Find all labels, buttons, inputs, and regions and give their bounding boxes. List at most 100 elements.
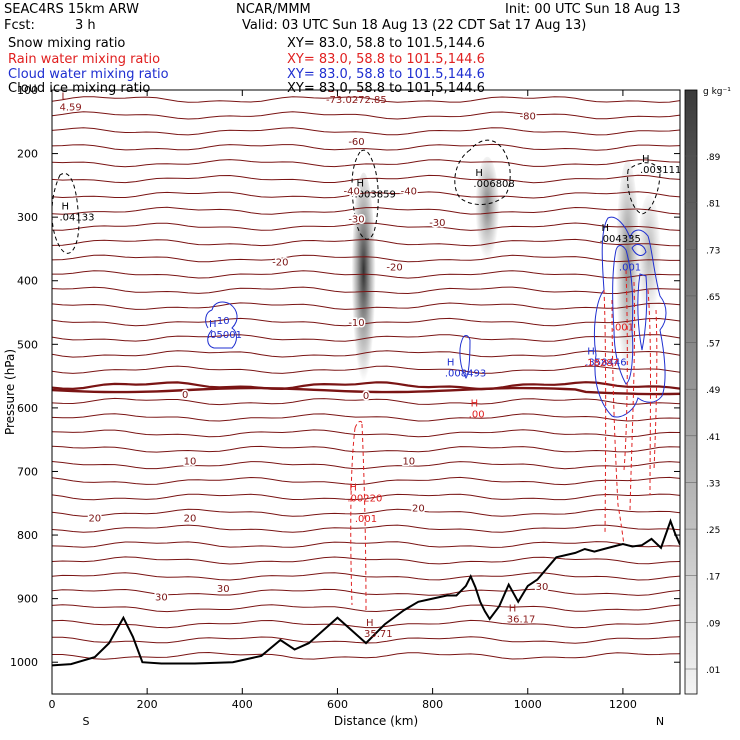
y-axis-label: Pressure (hPa)	[3, 349, 17, 435]
extremum-letter: H	[587, 346, 595, 357]
isotherm-line	[52, 159, 680, 168]
header: SEAC4RS 15km ARW NCAR/MMM Init: 00 UTC S…	[4, 2, 680, 96]
isotherm-label: -60	[348, 137, 364, 148]
isotherm-line	[52, 317, 680, 327]
colorbar-scale	[684, 89, 698, 695]
plot-content: L4.59L-73.02L-72.85H.003859H.04133H.0068…	[52, 84, 681, 667]
colorbar-label: .65	[706, 293, 720, 303]
isotherm-line	[52, 397, 680, 406]
isotherm-line	[52, 524, 680, 533]
org-label: NCAR/MMM	[236, 2, 311, 17]
isotherm-line	[52, 111, 680, 120]
isotherm-line	[52, 286, 680, 295]
colorbar-label: .41	[706, 433, 720, 443]
extremum-letter: H	[62, 202, 70, 213]
fcst-label: Fcst:	[4, 18, 35, 33]
model-title: SEAC4RS 15km ARW	[4, 2, 139, 17]
field-name-snow: Snow mixing ratio	[8, 36, 125, 51]
colorbar-label: .57	[706, 340, 720, 350]
terrain-line	[52, 518, 680, 667]
isotherm-line	[52, 604, 680, 613]
colorbar-label: .81	[706, 200, 720, 210]
isotherm-label: -30	[348, 214, 364, 225]
isotherm-label: 0	[363, 391, 369, 402]
x-end-label-left: S	[83, 715, 90, 728]
extremum-value: .04133	[60, 213, 95, 224]
extremum-letter: H	[642, 154, 650, 165]
isotherm-line	[52, 350, 680, 358]
extremum-value: .003859	[354, 190, 395, 201]
extremum-value: .00	[469, 410, 485, 421]
isotherm-line	[52, 461, 680, 470]
plot-frame	[51, 89, 681, 695]
x-tick-label: 0	[49, 698, 56, 711]
isotherm-line	[52, 222, 680, 231]
extremum-letter: H	[356, 179, 364, 190]
isotherm-line	[52, 429, 680, 438]
colorbar-label: .73	[706, 246, 720, 256]
x-tick-label: 200	[137, 698, 158, 711]
isotherm-line	[52, 493, 680, 501]
cloud-water-contour	[637, 273, 648, 351]
valid-time: Valid: 03 UTC Sun 18 Aug 13 (22 CDT Sat …	[242, 18, 586, 33]
isotherm-line	[52, 191, 680, 199]
isotherm-line	[52, 270, 680, 279]
snow-shading	[351, 172, 376, 392]
x-end-label-right: N	[656, 715, 664, 728]
extremum-value: .05001	[207, 330, 242, 341]
cloud-water-contour	[593, 216, 667, 418]
x-tick-label: 1000	[514, 698, 542, 711]
cloud-ice-contour	[627, 162, 661, 215]
isotherm-label: 20	[412, 504, 425, 515]
colorbar-label: .25	[706, 526, 720, 536]
isotherm-label: -40	[344, 186, 360, 197]
isotherm-line	[52, 619, 680, 629]
contour-value-label: .001	[355, 514, 377, 525]
extremum-value: .00220	[347, 494, 382, 505]
extremum-value: 4.59	[60, 103, 82, 114]
colorbar-label: .09	[706, 619, 721, 629]
field-name-rain: Rain water mixing ratio	[8, 52, 160, 67]
isotherm-line	[52, 365, 680, 374]
snow-shading	[475, 156, 500, 265]
colorbar-label: .33	[706, 479, 720, 489]
extremum-value: .003111	[640, 165, 681, 176]
field-xy-cloud-ice: XY= 83.0, 58.8 to 101.5,144.6	[287, 81, 485, 96]
fcst-value: 3 h	[75, 18, 96, 33]
extrema-labels-layer: L4.59L-73.02L-72.85H.003859H.04133H.0068…	[60, 84, 681, 640]
isotherm-label: 30	[155, 593, 168, 604]
rain-water-contour	[350, 420, 367, 611]
isotherm-label: -80	[520, 111, 536, 122]
contour-value-label: .001	[612, 323, 634, 334]
extremum-letter: H	[349, 483, 357, 494]
isotherm-label: 10	[184, 457, 197, 468]
colorbar-label: .17	[706, 573, 720, 583]
snow-shading	[615, 159, 640, 386]
isotherm-label: -20	[272, 258, 288, 269]
isotherm-label: -10	[348, 318, 364, 329]
field-name-cloud-water: Cloud water mixing ratio	[8, 67, 169, 82]
axes: 0 200 400 600 800 1000 12001002003004005006007…	[10, 84, 680, 711]
isotherm-label: 10	[402, 457, 415, 468]
extremum-letter: H	[366, 618, 374, 629]
extremum-value: 35.71	[364, 629, 393, 640]
extremum-letter: H	[475, 168, 483, 179]
isotherm-line	[52, 445, 680, 453]
isotherm-label: -20	[386, 263, 402, 274]
isotherm-label: 0	[182, 390, 188, 401]
extremum-letter: L	[356, 84, 362, 95]
isotherm-line	[52, 254, 680, 263]
init-time: Init: 00 UTC Sun 18 Aug 13	[505, 2, 680, 17]
field-xy-rain: XY= 83.0, 58.8 to 101.5,144.6	[287, 52, 485, 67]
extremum-letter: L	[328, 84, 334, 95]
isotherm-line	[52, 96, 680, 103]
colorbar: g kg⁻¹ .89 .81 .73 .65 .57 .49 .41 .33 .25 .17 .09…	[684, 87, 731, 695]
isotherm-label: 20	[88, 513, 101, 524]
extremum-value: .006808	[473, 179, 514, 190]
colorbar-labels: .89 .81 .73 .65 .57 .49 .41 .33 .25 .17 .09 .01	[685, 153, 721, 676]
isotherm-line	[52, 127, 680, 136]
freezing-level-isotherm	[52, 381, 680, 391]
isotherm-line	[52, 651, 680, 660]
x-tick-label: 600	[327, 698, 348, 711]
